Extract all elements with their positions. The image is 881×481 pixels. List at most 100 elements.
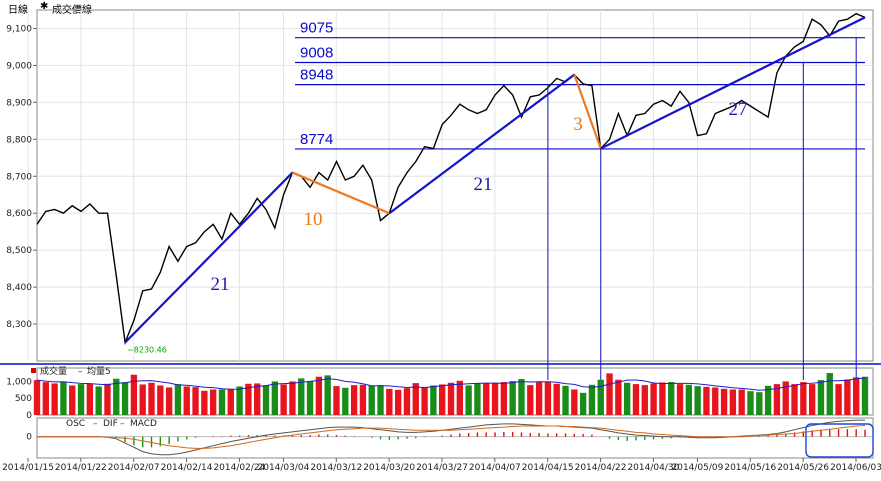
x-tick-label: 2014/03/04	[258, 463, 310, 473]
price-line	[36, 12, 866, 346]
volume-y-tick-label: 1,000	[6, 377, 32, 387]
price-y-tick-label: 9,100	[6, 24, 32, 34]
volume-bar	[597, 379, 604, 415]
volume-bar	[773, 384, 781, 415]
price-level-label: 8774	[300, 131, 333, 148]
price-y-tick-label: 8,600	[6, 209, 32, 219]
volume-bar	[650, 383, 657, 415]
price-y-tick-label: 8,700	[6, 172, 32, 182]
period-label: 日線	[8, 5, 28, 16]
volume-bar	[835, 384, 842, 415]
trend-line	[600, 16, 866, 150]
volume-bar	[817, 380, 825, 415]
x-tick-label: 2014/01/22	[55, 463, 107, 473]
volume-bar	[659, 382, 666, 415]
price-y-tick-label: 8,800	[6, 135, 32, 145]
volume-bar	[130, 374, 138, 415]
volume-bar	[227, 389, 234, 415]
volume-bar	[394, 389, 402, 415]
price-y-tick-label: 8,900	[6, 98, 32, 108]
avg-volume-line	[36, 377, 866, 391]
volume-bar	[500, 382, 508, 415]
avg-legend-dash: –	[78, 367, 83, 377]
volume-bar	[77, 384, 85, 415]
volume-bar	[139, 384, 146, 415]
volume-bar	[218, 389, 226, 415]
price-level-label: 9075	[300, 20, 333, 37]
volume-bar	[33, 380, 41, 415]
volume-bar	[165, 387, 173, 415]
volume-bar	[623, 382, 631, 415]
macd-panel-frame	[36, 417, 874, 459]
volume-bar	[430, 385, 437, 415]
volume-bar	[69, 385, 76, 415]
x-tick-label: 2014/04/15	[522, 463, 574, 473]
volume-bar	[826, 373, 833, 415]
trend-count-label: 3	[573, 114, 583, 135]
price-y-tick-label: 8,300	[6, 320, 32, 330]
price-y-tick-label: 9,000	[6, 61, 32, 71]
volume-bar	[588, 384, 596, 415]
volume-bar	[571, 389, 578, 415]
legend-marker-icon: ✱	[40, 1, 49, 12]
volume-bar	[668, 382, 675, 415]
volume-bar	[562, 385, 569, 415]
volume-bar	[121, 382, 129, 415]
x-tick-label: 2014/02/14	[161, 463, 213, 473]
macd-legend-dash: –	[93, 419, 98, 429]
volume-bar	[289, 381, 296, 415]
volume-bar	[86, 383, 94, 415]
volume-bar	[544, 381, 552, 415]
x-tick-label: 2014/05/26	[777, 463, 829, 473]
volume-bar	[641, 385, 648, 415]
volume-bar	[439, 384, 446, 415]
price-panel-frame	[36, 9, 874, 362]
volume-bar	[491, 382, 499, 415]
volume-bar	[421, 387, 428, 415]
volume-bar	[579, 392, 587, 415]
volume-bar	[148, 382, 155, 415]
volume-bar	[350, 385, 358, 415]
trend-count-label: 21	[474, 174, 493, 195]
macd-legend-label: OSC	[66, 419, 85, 429]
volume-bar	[333, 386, 340, 415]
volume-bar	[412, 383, 419, 415]
x-tick-label: 2014/03/27	[416, 463, 468, 473]
volume-bar	[676, 384, 684, 415]
volume-bar	[456, 380, 463, 415]
volume-bar	[368, 385, 375, 415]
volume-bar	[606, 373, 613, 415]
x-tick-label: 2014/04/30	[627, 463, 679, 473]
volume-y-tick-label: 0	[26, 411, 32, 421]
volume-bar	[174, 384, 182, 415]
volume-bar	[183, 386, 190, 415]
volume-bar	[738, 389, 745, 415]
volume-bar	[474, 383, 481, 415]
volume-bar	[729, 389, 737, 415]
x-tick-label: 2014/03/12	[310, 463, 362, 473]
macd-legend-dash: –	[120, 419, 125, 429]
x-tick-label: 2014/05/09	[672, 463, 724, 473]
x-tick-label: 2014/02/24	[213, 463, 265, 473]
volume-bar	[720, 388, 728, 415]
volume-bar	[465, 385, 472, 415]
trend-count-label: 21	[211, 274, 230, 295]
volume-bar	[192, 387, 199, 415]
volume-bar	[447, 382, 455, 415]
price-level-label: 8948	[300, 67, 333, 84]
volume-bar	[236, 386, 243, 415]
volume-bar	[271, 381, 279, 415]
trend-count-label: 10	[304, 209, 323, 230]
volume-bar	[509, 381, 516, 415]
volume-bar	[324, 375, 331, 415]
volume-bar	[764, 385, 772, 415]
x-tick-label: 2014/04/07	[469, 463, 521, 473]
volume-bar	[615, 379, 622, 415]
volume-bar	[342, 387, 349, 415]
x-tick-label: 2014/04/22	[575, 463, 627, 473]
trend-line	[573, 74, 602, 149]
volume-bar	[861, 376, 869, 415]
volume-bar	[209, 389, 217, 415]
x-tick-label: 2014/02/07	[108, 463, 160, 473]
x-tick-label: 2014/03/20	[363, 463, 415, 473]
